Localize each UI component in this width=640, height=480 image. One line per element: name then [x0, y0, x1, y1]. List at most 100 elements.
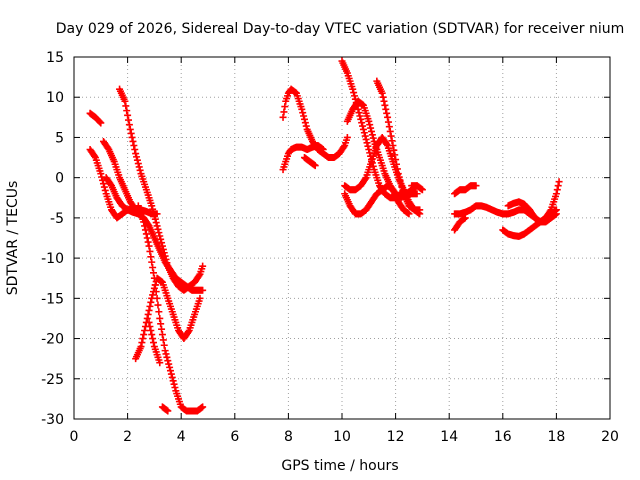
- x-tick-label: 8: [284, 429, 293, 445]
- y-tick-label: 0: [55, 171, 64, 187]
- x-tick-label: 14: [440, 429, 458, 445]
- data-point: [164, 407, 172, 415]
- data-point: [150, 212, 158, 220]
- x-tick-label: 2: [123, 429, 132, 445]
- data-point: [319, 146, 327, 154]
- data-point: [148, 331, 156, 339]
- data-point: [146, 322, 154, 330]
- data-point: [380, 97, 388, 105]
- data-point: [418, 186, 426, 194]
- data-point: [99, 180, 107, 188]
- x-tick-label: 16: [494, 429, 512, 445]
- data-point: [152, 219, 160, 227]
- chart-title: Day 029 of 2026, Sidereal Day-to-day VTE…: [56, 21, 625, 37]
- data-point: [546, 207, 554, 215]
- data-points: [86, 57, 563, 415]
- data-point: [160, 341, 168, 349]
- data-point: [133, 156, 141, 164]
- data-point: [554, 182, 562, 190]
- data-point: [149, 205, 157, 213]
- data-point: [416, 210, 424, 218]
- data-point: [298, 105, 306, 113]
- data-point: [129, 137, 137, 145]
- data-point: [311, 162, 319, 170]
- series-arc4: [116, 85, 207, 294]
- data-point: [391, 151, 399, 159]
- data-point: [122, 102, 130, 110]
- series-arc12: [300, 154, 319, 170]
- x-axis-label: GPS time / hours: [281, 458, 398, 474]
- data-point: [367, 127, 375, 135]
- data-point: [141, 327, 149, 335]
- data-point: [131, 146, 139, 154]
- data-point: [367, 124, 375, 132]
- data-point: [166, 367, 174, 375]
- data-point: [143, 234, 151, 242]
- data-point: [196, 294, 204, 302]
- data-point: [350, 89, 358, 97]
- data-point: [132, 150, 140, 158]
- data-point: [379, 93, 387, 101]
- data-point: [138, 339, 146, 347]
- data-point: [128, 133, 136, 141]
- x-tick-label: 4: [177, 429, 186, 445]
- data-point: [383, 109, 391, 117]
- data-point: [141, 226, 149, 234]
- data-point: [359, 125, 367, 133]
- x-tick-label: 6: [230, 429, 239, 445]
- data-point: [413, 190, 421, 198]
- data-point: [121, 97, 129, 105]
- data-point: [472, 182, 480, 190]
- data-point: [161, 347, 169, 355]
- data-point: [299, 109, 307, 117]
- x-tick-label: 0: [70, 429, 79, 445]
- data-point: [340, 143, 348, 151]
- data-point: [166, 363, 174, 371]
- series-arc8: [145, 318, 164, 367]
- data-point: [142, 230, 150, 238]
- data-point: [356, 112, 364, 120]
- data-point: [158, 325, 166, 333]
- data-point: [158, 331, 166, 339]
- series-arc6: [134, 202, 207, 415]
- data-point: [381, 101, 389, 109]
- data-point: [134, 160, 142, 168]
- y-tick-label: -5: [50, 211, 64, 227]
- data-point: [154, 225, 162, 233]
- data-point: [155, 308, 163, 316]
- data-point: [149, 291, 157, 299]
- data-point: [388, 137, 396, 145]
- data-point: [168, 373, 176, 381]
- data-point: [153, 222, 161, 230]
- series-arc1: [86, 109, 105, 127]
- data-point: [150, 284, 158, 292]
- data-point: [145, 306, 153, 314]
- data-point: [170, 380, 178, 388]
- data-point: [137, 343, 145, 351]
- data-point: [362, 135, 370, 143]
- data-point: [167, 370, 175, 378]
- series-arc11: [279, 141, 327, 174]
- x-tick-label: 18: [547, 429, 565, 445]
- data-point: [357, 115, 365, 123]
- data-point: [199, 403, 207, 411]
- series-arc18: [408, 182, 426, 194]
- data-point: [156, 314, 164, 322]
- data-point: [150, 339, 158, 347]
- data-point: [165, 360, 173, 368]
- data-point: [135, 163, 143, 171]
- data-point: [150, 288, 158, 296]
- y-tick-label: -25: [41, 372, 64, 388]
- x-tick-label: 20: [601, 429, 619, 445]
- data-point: [184, 328, 192, 336]
- data-point: [361, 175, 369, 183]
- y-tick-label: 15: [46, 50, 64, 66]
- data-point: [139, 335, 147, 343]
- data-point: [365, 146, 373, 154]
- data-point: [146, 247, 154, 255]
- data-point: [385, 123, 393, 131]
- data-point: [148, 202, 156, 210]
- data-point: [164, 357, 172, 365]
- data-point: [384, 113, 392, 121]
- data-point: [127, 129, 135, 137]
